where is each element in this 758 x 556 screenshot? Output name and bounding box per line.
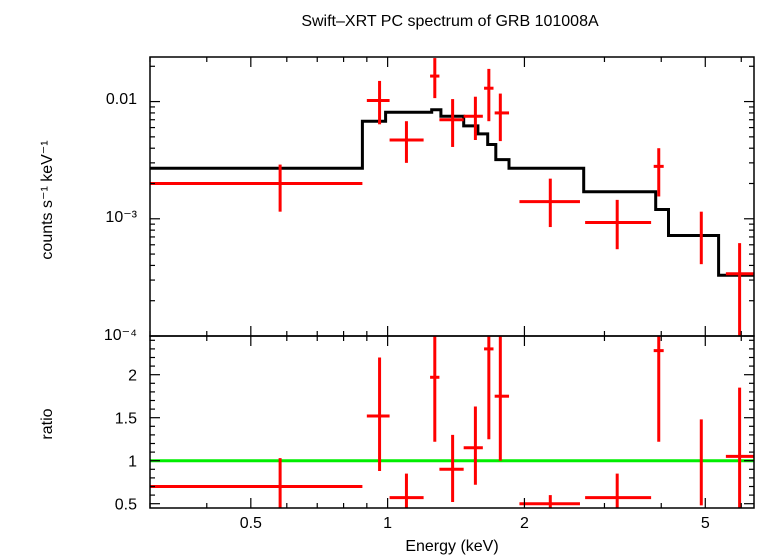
ytick-label-1e-3: 10⁻³ [105,209,137,226]
ratio-point-3 [389,473,424,508]
ytick-label-1e-4-text: 10⁻⁴ [104,327,137,344]
ratio-ylabel: ratio [39,408,56,439]
spectrum-point-10 [585,199,652,250]
spectrum-point-6 [463,96,483,141]
energy-xlabel: Energy (keV) [405,538,498,555]
ratio-point-9 [519,495,580,508]
ratio-point-6 [463,406,483,485]
ratio-point-4 [430,336,440,442]
energy-xtick-label: 5 [701,515,710,532]
ratio-ytick-label: 1.5 [115,411,137,428]
spectrum-frame [149,56,755,337]
energy-xtick-label: 1 [383,515,392,532]
spectrum-panel: 0.01 10⁻³ 10⁻⁴ counts s⁻¹ keV⁻¹ [39,56,755,344]
ratio-point-2 [366,357,390,472]
ytick-label-1e-3-text: 10⁻³ [105,209,137,226]
spectrum-point-5 [439,99,464,147]
ratio-ytick-label: 2 [128,368,137,385]
spectrum-point-1 [150,164,363,212]
ratio-ticks-layer [149,336,754,508]
energy-xtick-label: 2 [520,515,529,532]
ytick-label-1e-4: 10⁻⁴ [104,327,137,344]
ratio-data-layer [150,336,754,508]
energy-xtick-labels: 0.5 1 2 5 [240,515,710,532]
ratio-point-11 [653,336,664,442]
spectrum-point-4 [430,58,440,99]
energy-xtick-label: 0.5 [240,515,262,532]
spectrum-ticks-layer [149,57,754,337]
spectrum-point-2 [366,80,390,125]
ratio-point-10 [585,473,652,508]
spectrum-point-7 [484,68,494,122]
model-histogram [150,108,754,277]
ratio-panel: 0.5 1 1.5 2 0.5 1 2 5 ratio Energy (keV) [39,335,755,555]
ratio-point-5 [439,434,464,502]
ratio-ytick-label: 0.5 [115,497,137,514]
ratio-ytick-labels: 0.5 1 1.5 2 [115,368,137,514]
ratio-point-8 [494,336,510,461]
model-histogram-layer [150,108,754,277]
spectrum-point-11 [653,148,664,197]
spectrum-point-3 [389,121,424,163]
spectrum-ylabel: counts s⁻¹ keV⁻¹ [39,140,56,259]
spectrum-point-8 [494,93,510,142]
spectrum-point-13 [725,243,754,336]
ratio-frame [149,335,755,509]
chart-title: Swift–XRT PC spectrum of GRB 101008A [301,13,599,30]
spectrum-data-layer [150,58,754,336]
ratio-ytick-label: 1 [128,454,137,471]
spectrum-point-9 [519,178,580,228]
ratio-point-1 [150,458,363,508]
ratio-point-7 [484,336,494,440]
ytick-label-0.01: 0.01 [106,91,137,108]
ratio-point-13 [725,387,754,508]
